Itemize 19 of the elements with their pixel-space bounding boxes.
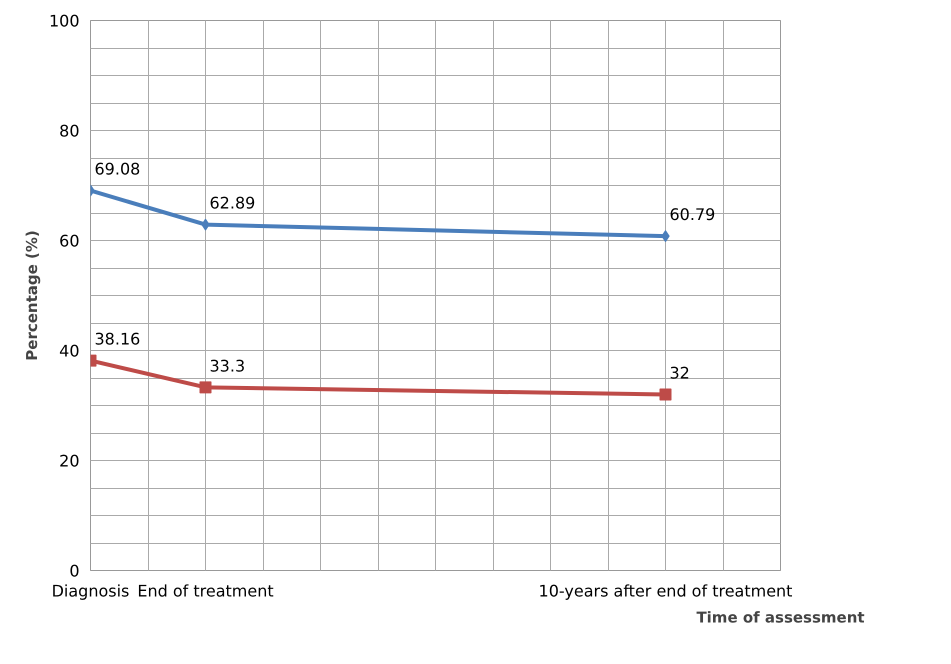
x-axis-title: Time of assessment [696, 608, 865, 626]
y-tick-label: 40 [59, 342, 80, 360]
x-tick-label: End of treatment [137, 582, 274, 600]
y-tick-label: 60 [59, 232, 80, 250]
y-tick-label: 80 [59, 122, 80, 140]
data-label: 60.79 [670, 205, 716, 224]
data-label: 32 [670, 364, 690, 382]
x-tick-label: 10-years after end of treatment [538, 582, 792, 600]
data-label: 38.16 [94, 330, 140, 349]
y-axis-title: Percentage (%) [22, 230, 41, 361]
point [661, 230, 670, 242]
y-tick-label: 100 [48, 12, 80, 30]
data-label: 69.08 [94, 160, 140, 179]
x-tick-label: Diagnosis [52, 582, 130, 600]
data-label: 33.3 [210, 356, 246, 376]
y-tick-label: 0 [69, 562, 80, 580]
y-tick-label: 20 [59, 452, 80, 470]
point [660, 388, 672, 400]
data-label: 62.89 [210, 194, 256, 213]
